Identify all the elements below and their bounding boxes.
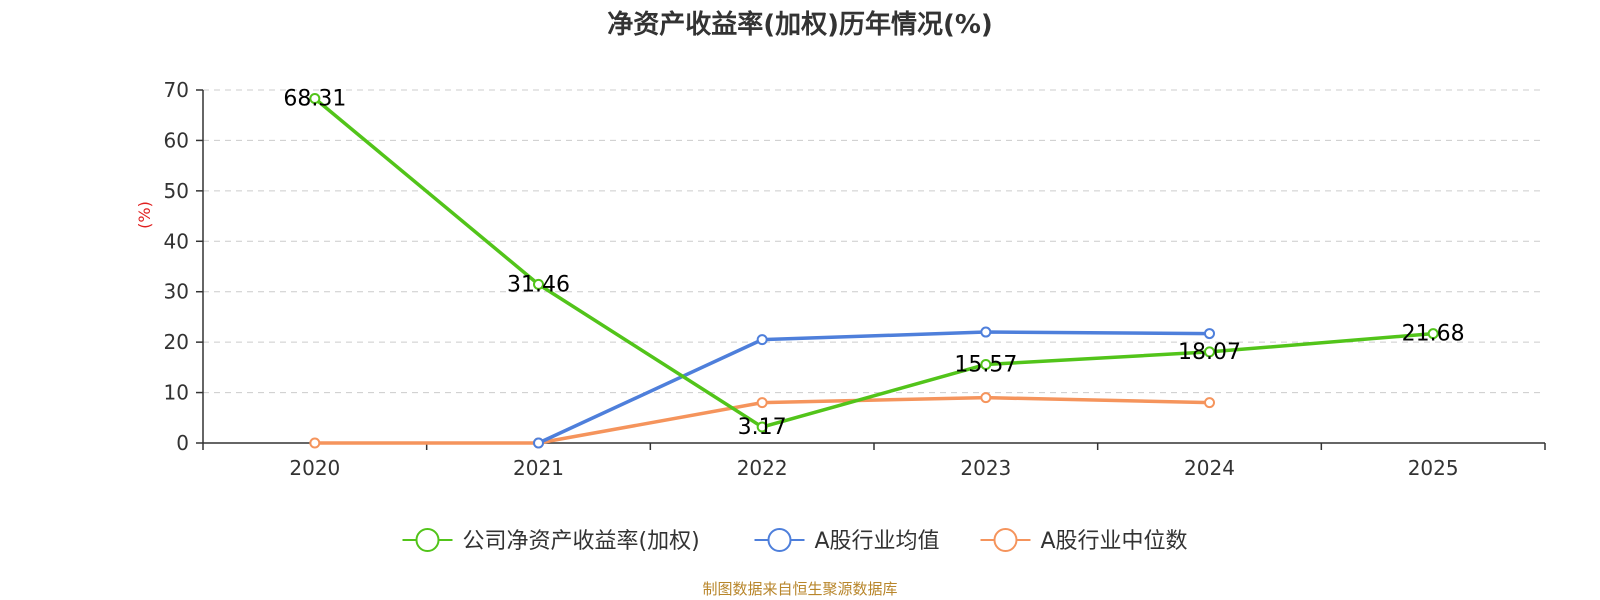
data-label: 18.07	[1178, 340, 1241, 365]
legend-label: A股行业均值	[815, 529, 940, 554]
data-point	[980, 358, 992, 370]
data-point	[309, 93, 321, 105]
data-point	[980, 392, 992, 404]
data-label: 21.68	[1402, 322, 1465, 347]
data-label: 3.17	[738, 415, 787, 440]
source-note: 制图数据来自恒生聚源数据库	[702, 580, 898, 598]
series-line	[537, 330, 1210, 445]
data-point	[1204, 328, 1215, 340]
chart-title: 净资产收益率(加权)历年情况(%)	[607, 10, 993, 40]
legend-label: 公司净资产收益率(加权)	[463, 529, 700, 554]
data-label: 31.46	[507, 272, 570, 297]
data-point	[1204, 346, 1215, 358]
x-tick-label: 2023	[960, 456, 1011, 480]
x-tick-label: 2020	[289, 456, 340, 480]
data-point	[1204, 397, 1215, 409]
series-line	[313, 97, 1434, 429]
data-point	[533, 437, 544, 449]
data-point	[756, 334, 768, 346]
data-point	[756, 421, 768, 433]
legend: 公司净资产收益率(加权) A股行业均值 A股行业中位数	[402, 528, 1188, 554]
axes: 0 10 20 30 40 50 60 70 2020 2021 2022 2023 2024 2025 (…	[135, 78, 1546, 480]
y-tick-label: 20	[164, 330, 189, 354]
legend-marker	[993, 528, 1018, 552]
series-lines	[309, 93, 1439, 449]
grid-lines	[203, 89, 1545, 394]
y-tick-label: 50	[164, 179, 189, 203]
y-tick-label: 60	[164, 128, 189, 152]
y-tick-label: 70	[164, 78, 189, 102]
x-tick-label: 2021	[513, 456, 564, 480]
legend-marker	[767, 528, 792, 552]
data-labels: 68.31 31.46 3.17 15.57 18.07 21.68	[283, 87, 1464, 440]
data-label: 15.57	[954, 352, 1017, 377]
data-label: 68.31	[283, 87, 346, 112]
data-point	[1427, 328, 1439, 340]
y-axis-label: (%)	[135, 201, 154, 229]
x-tick-label: 2024	[1184, 456, 1235, 480]
y-tick-label: 30	[164, 280, 189, 304]
y-tick-label: 0	[176, 431, 189, 455]
x-tick-label: 2025	[1408, 456, 1459, 480]
y-tick-label: 10	[164, 381, 189, 405]
data-point	[756, 397, 768, 409]
data-point	[533, 278, 544, 290]
y-tick-label: 40	[164, 229, 189, 253]
data-point	[980, 326, 992, 338]
x-tick-label: 2022	[737, 456, 788, 480]
legend-marker	[415, 528, 440, 552]
legend-label: A股行业中位数	[1041, 529, 1188, 554]
data-point	[309, 437, 321, 449]
